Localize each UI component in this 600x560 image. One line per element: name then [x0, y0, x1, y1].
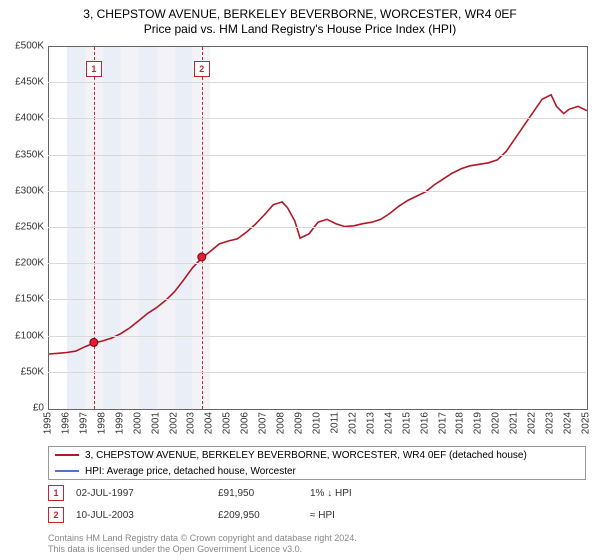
sale-hpi-2: ≈ HPI [310, 510, 400, 521]
price-chart: 12 [48, 46, 588, 410]
legend-item-2: HPI: Average price, detached house, Worc… [49, 463, 585, 479]
x-tick-label: 2006 [240, 412, 251, 434]
footer-line-1: Contains HM Land Registry data © Crown c… [48, 533, 357, 545]
legend: 3, CHEPSTOW AVENUE, BERKELEY BEVERBORNE,… [48, 446, 586, 480]
sale-price-1: £91,950 [218, 488, 298, 499]
sale-hpi-1: 1% ↓ HPI [310, 488, 400, 499]
sale-date-1: 02-JUL-1997 [76, 488, 206, 499]
x-tick-label: 2014 [383, 412, 394, 434]
x-tick-label: 2020 [491, 412, 502, 434]
x-tick-label: 2003 [186, 412, 197, 434]
y-tick-label: £100K [15, 330, 44, 341]
x-tick-label: 1999 [114, 412, 125, 434]
x-tick-label: 2016 [419, 412, 430, 434]
x-tick-label: 2011 [329, 412, 340, 434]
x-tick-label: 2001 [150, 412, 161, 434]
x-tick-label: 2000 [132, 412, 143, 434]
footer: Contains HM Land Registry data © Crown c… [48, 533, 357, 556]
y-tick-label: £200K [15, 258, 44, 269]
sale-marker-1: 1 [48, 485, 64, 501]
x-tick-label: 2023 [545, 412, 556, 434]
x-tick-label: 2019 [473, 412, 484, 434]
x-tick-label: 1995 [43, 412, 54, 434]
sale-date-2: 10-JUL-2003 [76, 510, 206, 521]
x-tick-label: 2009 [294, 412, 305, 434]
legend-label-2: HPI: Average price, detached house, Worc… [85, 466, 296, 477]
sale-marker-2: 2 [48, 507, 64, 523]
x-tick-label: 1996 [60, 412, 71, 434]
y-tick-label: £150K [15, 294, 44, 305]
y-tick-label: £250K [15, 222, 44, 233]
x-tick-label: 2013 [365, 412, 376, 434]
chart-subtitle: Price paid vs. HM Land Registry's House … [0, 22, 600, 40]
x-tick-label: 2021 [509, 412, 520, 434]
x-tick-label: 2005 [222, 412, 233, 434]
x-tick-label: 2018 [455, 412, 466, 434]
x-tick-label: 2017 [437, 412, 448, 434]
x-tick-label: 2015 [401, 412, 412, 434]
y-tick-label: £450K [15, 77, 44, 88]
x-tick-label: 2002 [168, 412, 179, 434]
legend-swatch-2 [55, 470, 79, 472]
sale-price-2: £209,950 [218, 510, 298, 521]
x-tick-label: 2008 [276, 412, 287, 434]
x-tick-label: 1997 [78, 412, 89, 434]
y-tick-label: £500K [15, 41, 44, 52]
y-tick-label: £300K [15, 185, 44, 196]
x-tick-label: 2010 [312, 412, 323, 434]
x-tick-label: 2024 [563, 412, 574, 434]
legend-item-1: 3, CHEPSTOW AVENUE, BERKELEY BEVERBORNE,… [49, 447, 585, 463]
chart-title: 3, CHEPSTOW AVENUE, BERKELEY BEVERBORNE,… [0, 0, 600, 22]
legend-swatch-1 [55, 454, 79, 456]
x-tick-label: 2012 [347, 412, 358, 434]
x-tick-label: 2022 [527, 412, 538, 434]
sale-row-2: 2 10-JUL-2003 £209,950 ≈ HPI [48, 506, 400, 524]
y-tick-label: £50K [21, 366, 44, 377]
footer-line-2: This data is licensed under the Open Gov… [48, 544, 357, 556]
y-tick-label: £350K [15, 149, 44, 160]
x-tick-label: 2004 [204, 412, 215, 434]
y-tick-label: £400K [15, 113, 44, 124]
legend-label-1: 3, CHEPSTOW AVENUE, BERKELEY BEVERBORNE,… [85, 450, 527, 461]
x-tick-label: 2007 [258, 412, 269, 434]
x-tick-label: 2025 [581, 412, 592, 434]
x-tick-label: 1998 [96, 412, 107, 434]
sale-row-1: 1 02-JUL-1997 £91,950 1% ↓ HPI [48, 484, 400, 502]
